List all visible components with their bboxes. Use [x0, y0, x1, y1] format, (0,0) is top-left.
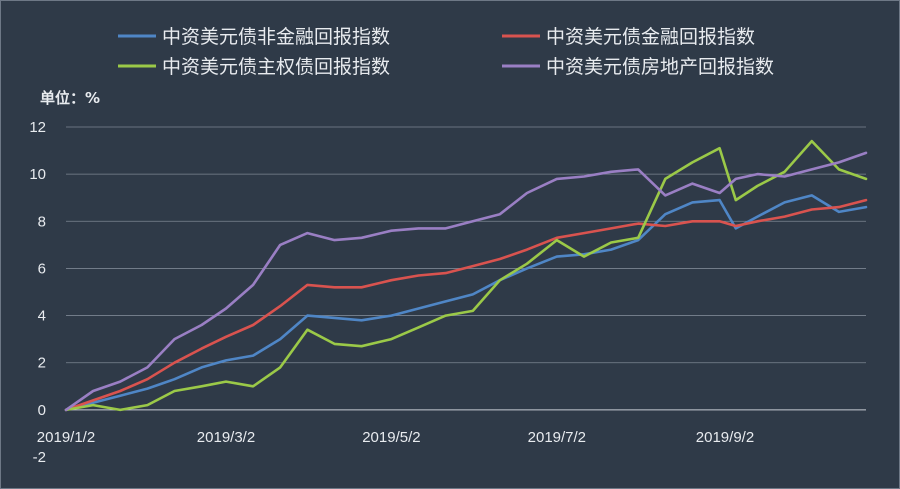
series-line-1: [64, 194, 868, 412]
y-unit-label: 单位：%: [40, 89, 100, 107]
y-tick-label: 8: [38, 213, 46, 230]
x-axis-ticks: 2019/1/2 2019/3/2 2019/5/2 2019/7/2 2019/9/2: [37, 429, 754, 446]
x-tick-label: 2019/1/2: [37, 429, 95, 446]
y-tick-label: 6: [38, 260, 46, 277]
y-tick-label: -2: [33, 449, 46, 466]
y-tick-label: 2: [38, 355, 46, 372]
legend-label-4: 中资美元债房地产回报指数: [546, 56, 774, 78]
y-tick-label: 0: [38, 402, 46, 419]
y-tick-label: 10: [29, 166, 46, 183]
x-tick-label: 2019/7/2: [528, 429, 586, 446]
y-tick-label: 4: [38, 308, 46, 325]
series-line-2: [64, 198, 868, 412]
x-tick-label: 2019/3/2: [197, 429, 255, 446]
legend-label-2: 中资美元债金融回报指数: [546, 26, 755, 48]
series-lines: [64, 139, 868, 412]
y-axis-ticks: -2 0 2 4 6 8 10 12: [29, 119, 46, 466]
x-tick-label: 2019/5/2: [362, 429, 420, 446]
series-line-3: [64, 139, 868, 412]
y-tick-label: 12: [29, 119, 46, 136]
x-tick-label: 2019/9/2: [696, 429, 754, 446]
legend-label-1: 中资美元债非金融回报指数: [162, 26, 390, 48]
series-line-4: [64, 151, 868, 412]
legend-label-3: 中资美元债主权债回报指数: [162, 56, 390, 78]
